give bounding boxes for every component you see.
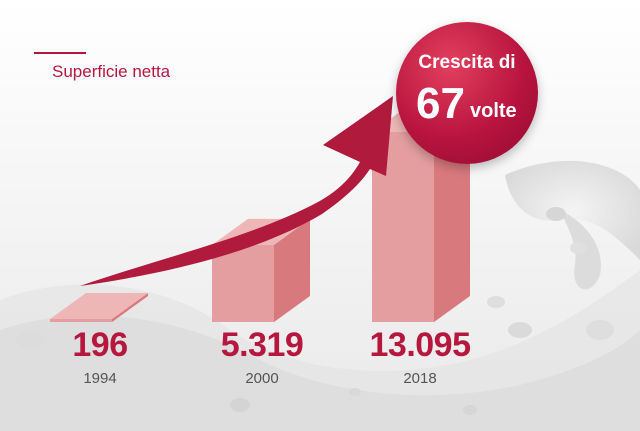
legend-label: Superficie netta bbox=[52, 62, 171, 81]
data-label-2018: 13.095 bbox=[369, 326, 472, 364]
badge-multiplier: 67 bbox=[416, 79, 465, 128]
bar-top-1994 bbox=[50, 293, 148, 319]
growth-badge: Crescita di 67 volte bbox=[396, 22, 538, 164]
legend-line bbox=[34, 52, 86, 54]
bar-side-1994 bbox=[112, 293, 148, 322]
category-label-2000: 2000 bbox=[245, 370, 279, 387]
category-label-2018: 2018 bbox=[403, 370, 437, 387]
data-label-2000: 5.319 bbox=[220, 326, 304, 364]
bar-side-2000 bbox=[274, 218, 310, 322]
bar-front-2018 bbox=[372, 132, 434, 322]
badge-unit: volte bbox=[470, 100, 517, 122]
data-label-1994: 196 bbox=[72, 326, 128, 364]
category-label-1994: 1994 bbox=[83, 370, 117, 387]
bar-front-2000 bbox=[212, 244, 274, 322]
bar-front-1994 bbox=[50, 319, 112, 322]
badge-title: Crescita di bbox=[418, 52, 516, 73]
growth-arrow bbox=[80, 96, 393, 286]
